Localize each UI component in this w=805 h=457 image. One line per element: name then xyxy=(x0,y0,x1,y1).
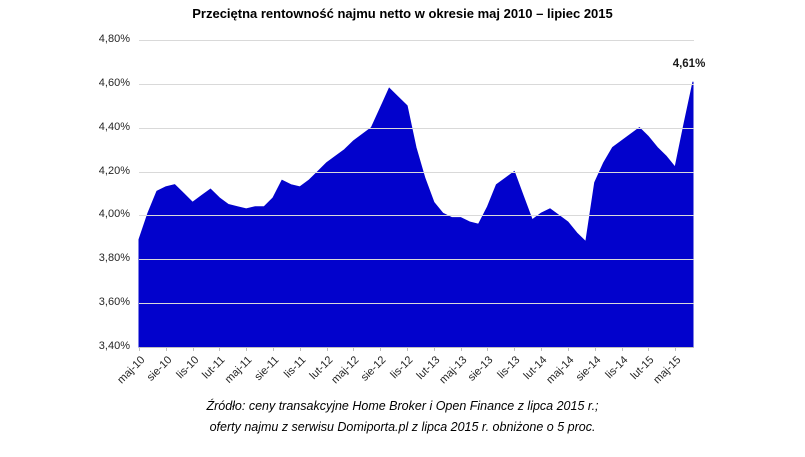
x-axis-tick xyxy=(327,347,328,351)
x-axis-tick xyxy=(166,347,167,351)
source-note: Źródło: ceny transakcyjne Home Broker i … xyxy=(0,396,805,438)
gridline xyxy=(139,303,694,304)
last-point-data-label: 4,61% xyxy=(672,57,706,70)
x-axis-tick xyxy=(139,347,140,351)
y-axis-label: 4,60% xyxy=(98,77,130,89)
chart-title: Przeciętna rentowność najmu netto w okre… xyxy=(192,6,613,21)
x-axis-tick xyxy=(541,347,542,351)
x-axis-tick xyxy=(648,347,649,351)
y-axis-label: 3,40% xyxy=(98,340,130,352)
gridline xyxy=(139,215,694,216)
x-axis-tick xyxy=(461,347,462,351)
x-axis-tick xyxy=(487,347,488,351)
gridline xyxy=(139,259,694,260)
gridline xyxy=(139,128,694,129)
x-axis-tick xyxy=(300,347,301,351)
gridline xyxy=(139,347,694,348)
y-axis-label: 4,40% xyxy=(98,121,130,133)
x-axis-tick xyxy=(193,347,194,351)
x-axis-tick xyxy=(434,347,435,351)
x-axis-tick xyxy=(353,347,354,351)
gridline xyxy=(139,84,694,85)
x-axis-tick xyxy=(219,347,220,351)
x-axis-tick xyxy=(514,347,515,351)
x-axis-tick xyxy=(407,347,408,351)
y-axis-label: 4,80% xyxy=(98,33,130,45)
x-axis-tick xyxy=(595,347,596,351)
source-note-line2: oferty najmu z serwisu Domiporta.pl z li… xyxy=(209,420,596,434)
gridline xyxy=(139,172,694,173)
x-axis-tick xyxy=(380,347,381,351)
area-series-net-rental-yield xyxy=(138,81,694,348)
x-axis-tick xyxy=(675,347,676,351)
gridline xyxy=(139,40,694,41)
x-axis-tick xyxy=(568,347,569,351)
y-axis-label: 4,20% xyxy=(98,165,130,177)
x-axis-tick xyxy=(273,347,274,351)
x-axis-tick xyxy=(246,347,247,351)
y-axis-label: 3,60% xyxy=(98,296,130,308)
source-note-line1: Źródło: ceny transakcyjne Home Broker i … xyxy=(206,399,599,413)
y-axis-label: 4,00% xyxy=(98,208,130,220)
x-axis-tick xyxy=(622,347,623,351)
y-axis-label: 3,80% xyxy=(98,252,130,264)
